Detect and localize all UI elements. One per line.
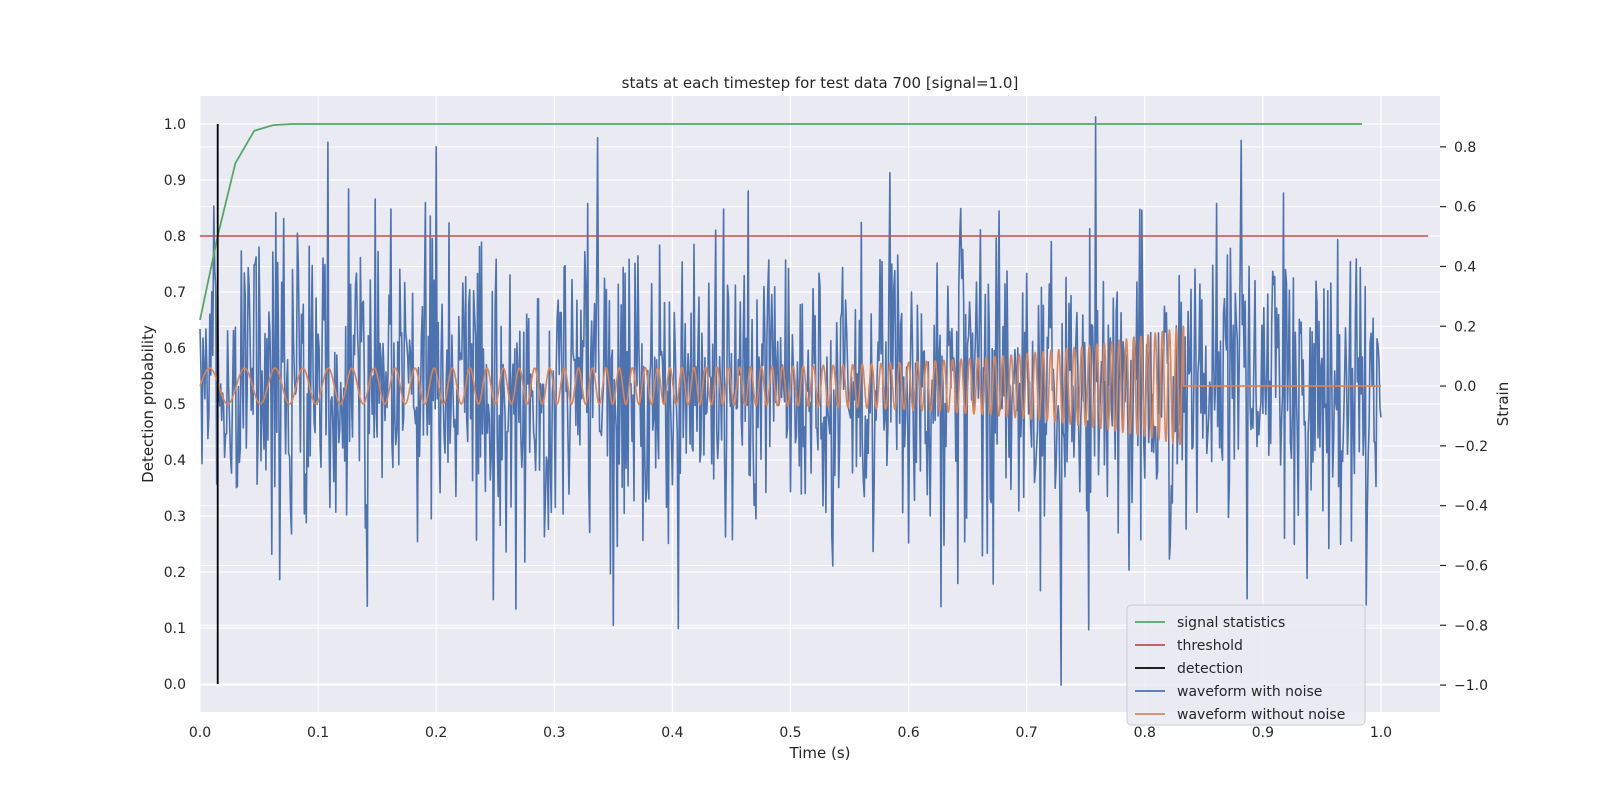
x-tick-label: 0.8 xyxy=(1134,725,1156,741)
legend-label: threshold xyxy=(1177,638,1243,654)
y-tick-label: 0.0 xyxy=(164,677,186,693)
y-tick-label: 0.6 xyxy=(164,341,186,357)
legend: signal statistics threshold detection wavef… xyxy=(1126,604,1366,726)
y2-tick-label: 0.8 xyxy=(1454,140,1476,156)
y2-tick-label: 0.4 xyxy=(1454,259,1476,275)
axes: 0.0 0.1 0.2 0.3 0.4 0.5 0.6 0.7 0.8 0.9 1.0 0.0 0.1 0… xyxy=(164,117,1488,741)
y-tick-label: 0.1 xyxy=(164,621,186,637)
chart-title: stats at each timestep for test data 700… xyxy=(622,74,1019,92)
series-signal-statistics xyxy=(199,123,1363,321)
y2-tick-label: −1.0 xyxy=(1454,678,1488,694)
x-tick-label: 0.1 xyxy=(307,725,329,741)
y2-tick-label: −0.2 xyxy=(1454,439,1488,455)
y-tick-label: 0.9 xyxy=(164,173,186,189)
y2-tick-label: −0.6 xyxy=(1454,558,1488,574)
y-tick-label: 0.4 xyxy=(164,453,186,469)
x-tick-label: 0.0 xyxy=(189,725,211,741)
x-tick-label: 0.3 xyxy=(543,725,565,741)
x-tick-label: 0.4 xyxy=(661,725,683,741)
x-tick-label: 0.2 xyxy=(425,725,447,741)
y2-tick-label: 0.2 xyxy=(1454,319,1476,335)
y2-tick-label: −0.8 xyxy=(1454,618,1488,634)
legend-label: waveform without noise xyxy=(1177,707,1345,723)
x-tick-label: 1.0 xyxy=(1370,725,1392,741)
series-layer xyxy=(199,116,1429,686)
y2-tick-label: 0.0 xyxy=(1454,379,1476,395)
legend-label: signal statistics xyxy=(1177,615,1285,631)
x-axis-label: Time (s) xyxy=(789,744,851,762)
y-tick-label: 0.8 xyxy=(164,229,186,245)
x-tick-label: 0.9 xyxy=(1252,725,1274,741)
x-tick-label: 0.6 xyxy=(897,725,919,741)
y-tick-label: 0.3 xyxy=(164,509,186,525)
y-tick-label: 0.2 xyxy=(164,565,186,581)
y2-axis-label: Strain xyxy=(1494,382,1512,426)
x-tick-label: 0.7 xyxy=(1016,725,1038,741)
y2-tick-label: −0.4 xyxy=(1454,499,1488,515)
y-tick-label: 0.7 xyxy=(164,285,186,301)
y-tick-label: 1.0 xyxy=(164,117,186,133)
legend-box xyxy=(1126,604,1366,726)
legend-label: waveform with noise xyxy=(1177,684,1322,700)
x-tick-label: 0.5 xyxy=(779,725,801,741)
legend-label: detection xyxy=(1177,661,1243,677)
series-waveform-without-noise xyxy=(199,325,1381,446)
y-axis-label: Detection probability xyxy=(139,325,157,483)
y-tick-label: 0.5 xyxy=(164,397,186,413)
series-waveform-with-noise xyxy=(199,116,1382,686)
y2-tick-label: 0.6 xyxy=(1454,200,1476,216)
